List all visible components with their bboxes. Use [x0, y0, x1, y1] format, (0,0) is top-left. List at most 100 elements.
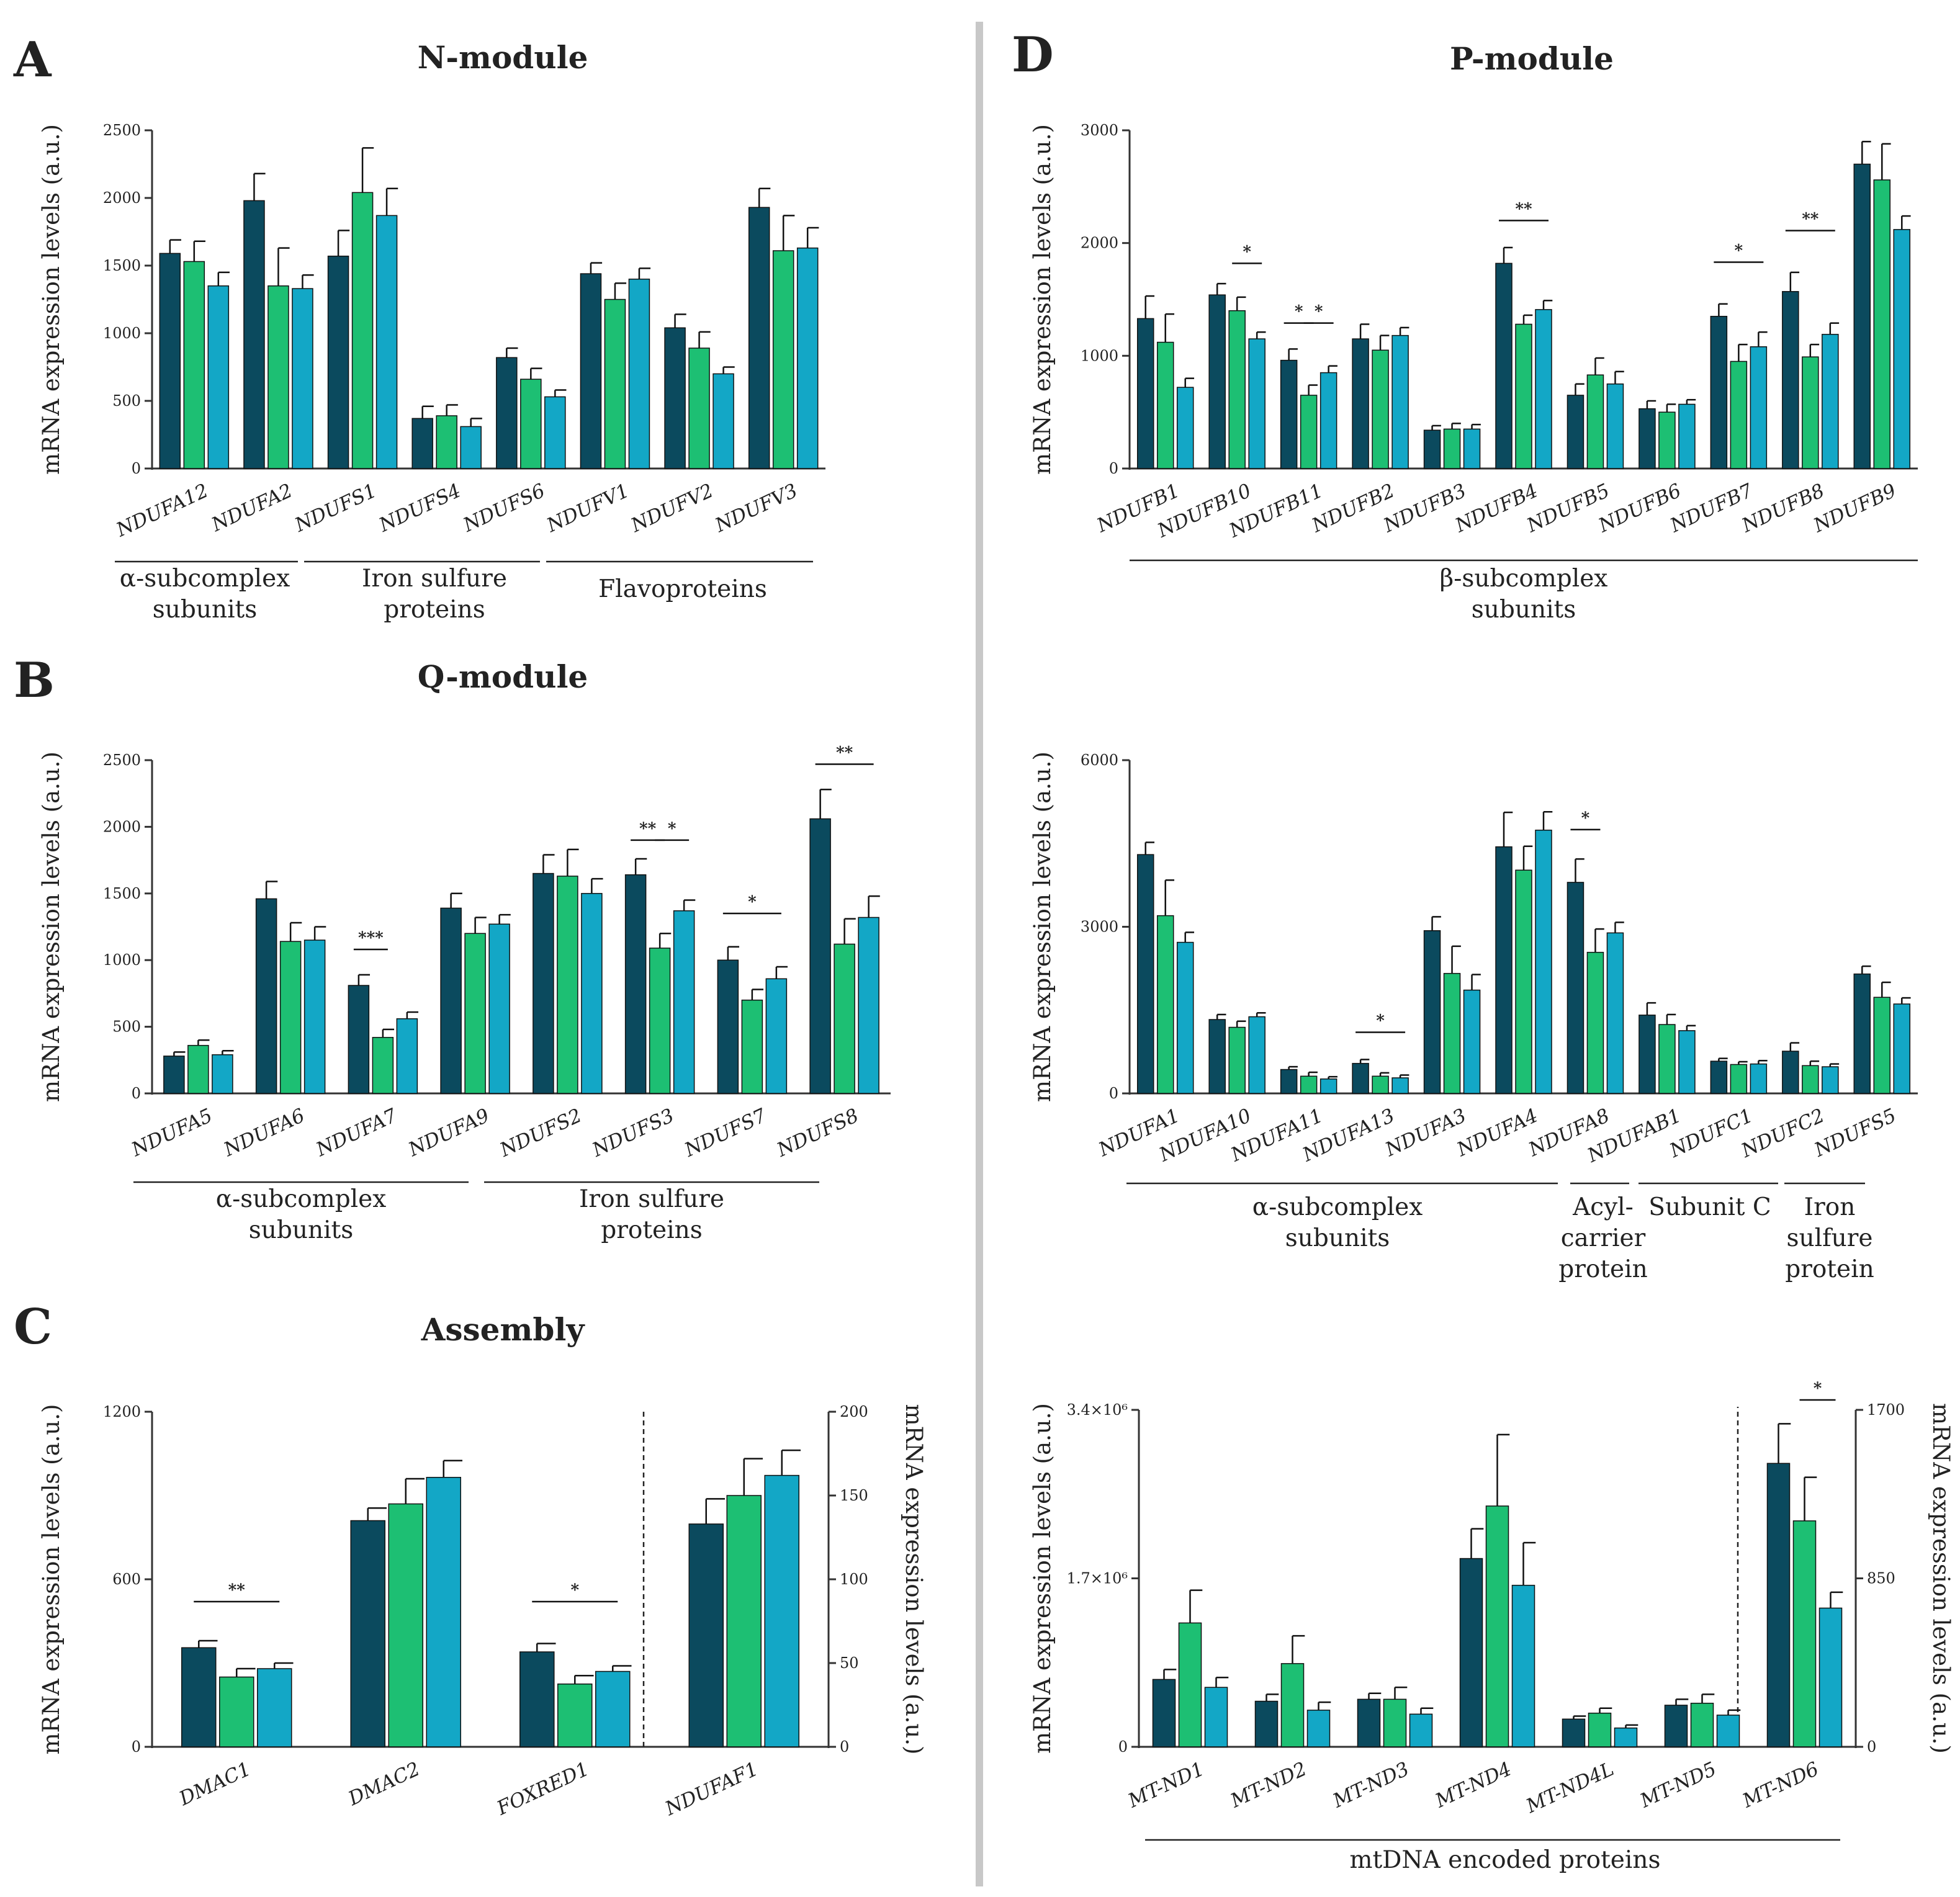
- bar: [292, 288, 313, 469]
- y-tick-label: 500: [112, 392, 141, 410]
- category-label: NDUFB8: [1738, 480, 1828, 537]
- panel-title-B: Q-module: [418, 658, 588, 695]
- group-label: carrier: [1561, 1224, 1646, 1252]
- bar: [372, 1037, 394, 1094]
- panel-D-bottom: 0 1.7×10⁶ 3.4×10⁶ mRNA expression levels (a…: [1029, 1379, 1954, 1874]
- bar: [496, 357, 518, 469]
- bar: [520, 379, 542, 469]
- bar: [580, 273, 602, 469]
- significance-label: ***: [358, 929, 384, 948]
- bar: [1802, 356, 1819, 469]
- plot-B: 0 500 1000 1500 2000 2500 mRNA expression leve…: [38, 743, 891, 1244]
- bar: [411, 418, 433, 469]
- bar: [1306, 1710, 1331, 1747]
- bar: [649, 948, 671, 1094]
- category-label: NDUFS6: [459, 480, 549, 537]
- bar: [1352, 338, 1369, 469]
- bar: [1678, 1030, 1696, 1094]
- bar: [1750, 346, 1768, 469]
- group-label: Flavoproteins: [598, 575, 767, 603]
- bar: [713, 373, 734, 469]
- bar: [1391, 1077, 1409, 1094]
- bar: [426, 1477, 461, 1747]
- bar: [1495, 846, 1513, 1094]
- bar: [688, 1523, 724, 1747]
- bar: [219, 1676, 254, 1747]
- bar: [1710, 316, 1728, 469]
- bar: [557, 1684, 593, 1747]
- bar: [1463, 428, 1481, 469]
- bar: [717, 959, 739, 1094]
- bar: [436, 415, 457, 469]
- bar: [488, 923, 510, 1094]
- category-label: NDUFA3: [1382, 1105, 1470, 1162]
- category-label: NDUFC2: [1737, 1105, 1828, 1163]
- bar: [741, 999, 763, 1094]
- bar: [1319, 372, 1337, 469]
- y-tick-label: 1000: [103, 325, 141, 342]
- significance-label: *: [1243, 243, 1251, 261]
- bar: [673, 910, 695, 1094]
- bar: [1423, 429, 1441, 469]
- bar: [1280, 1069, 1298, 1094]
- category-label: NDUFS3: [588, 1105, 678, 1162]
- y-axis-label: mRNA expression levels (a.u.): [38, 1404, 65, 1755]
- bar: [1319, 1078, 1337, 1094]
- bar: [1409, 1713, 1433, 1747]
- significance-label: *: [1295, 303, 1303, 321]
- bar: [212, 1054, 233, 1094]
- category-label: MT-ND4L: [1522, 1758, 1617, 1818]
- category-label: NDUFA2: [208, 480, 296, 537]
- category-label: NDUFB9: [1810, 480, 1900, 537]
- bar: [1639, 1015, 1656, 1094]
- panel-title-D: P-module: [1450, 40, 1614, 77]
- bar: [1535, 309, 1552, 469]
- category-label: NDUFS1: [291, 480, 380, 537]
- bar: [1750, 1063, 1768, 1094]
- bar: [1208, 294, 1226, 469]
- y-tick-label: 1500: [103, 885, 141, 902]
- category-label: NDUFV3: [711, 480, 801, 537]
- y-tick-label: 3.4×10⁶: [1067, 1401, 1128, 1419]
- bar: [181, 1647, 217, 1747]
- bar: [1567, 395, 1585, 469]
- y-tick-label: 1000: [103, 951, 141, 969]
- bar: [396, 1018, 418, 1094]
- bar: [1443, 428, 1461, 469]
- bar: [1818, 1607, 1843, 1747]
- bar: [748, 207, 770, 469]
- y-tick-label: 1000: [1081, 347, 1118, 364]
- significance-label: *: [570, 1581, 579, 1600]
- bar: [159, 253, 181, 469]
- panel-B: B Q-module 0 500 1000 1500 2000 2500 mRNA expr…: [14, 652, 891, 1244]
- group-label: Iron: [1804, 1193, 1856, 1221]
- category-label: NDUFC1: [1666, 1105, 1756, 1163]
- bar: [163, 1056, 185, 1094]
- significance-label: *: [1814, 1379, 1822, 1398]
- bar: [440, 907, 462, 1094]
- bar: [1562, 1718, 1586, 1747]
- group-label: subunits: [1285, 1224, 1390, 1252]
- panel-D-top: D P-module 0 1000 2000 3000 mRNA expression …: [1012, 27, 1918, 624]
- category-label: NDUFS7: [681, 1105, 770, 1162]
- group-label: Acyl-: [1572, 1193, 1634, 1221]
- category-label: MT-ND3: [1329, 1758, 1412, 1813]
- bar: [1463, 989, 1481, 1094]
- bar: [1372, 349, 1389, 469]
- bar: [772, 250, 794, 469]
- category-label: NDUFA5: [128, 1105, 216, 1162]
- bar: [1606, 932, 1624, 1094]
- y2-tick-label: 850: [1867, 1570, 1895, 1587]
- group-label: protein: [1785, 1255, 1874, 1283]
- bar: [1710, 1061, 1728, 1094]
- bar: [726, 1495, 762, 1747]
- category-label: NDUFA6: [220, 1105, 308, 1162]
- category-label: NDUFA4: [1453, 1105, 1541, 1162]
- category-label: NDUFS4: [375, 480, 465, 537]
- bar: [1853, 973, 1871, 1094]
- bar: [460, 426, 482, 469]
- bar: [327, 255, 349, 469]
- bar: [1782, 291, 1799, 469]
- bar: [544, 396, 566, 469]
- y-axis-label: mRNA expression levels (a.u.): [1029, 124, 1056, 475]
